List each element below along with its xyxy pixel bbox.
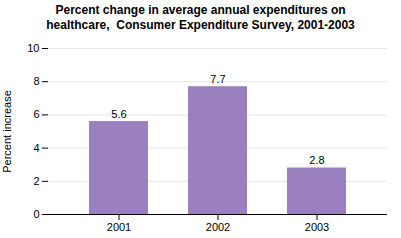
html-text:Percent change in average annu: Percent change in average annual expendi… xyxy=(46,3,355,32)
svg-text:8: 8 xyxy=(33,75,39,87)
svg-text:0: 0 xyxy=(33,208,39,220)
svg-text:6: 6 xyxy=(33,108,39,120)
svg-text:2003: 2003 xyxy=(305,221,329,233)
svg-text:4: 4 xyxy=(33,142,39,154)
svg-text:5.6: 5.6 xyxy=(111,108,126,120)
svg-text:2.8: 2.8 xyxy=(309,154,324,166)
svg-text:10: 10 xyxy=(27,42,39,54)
svg-text:Percent increase: Percent increase xyxy=(1,90,13,173)
svg-text:7.7: 7.7 xyxy=(210,73,225,85)
svg-text:2: 2 xyxy=(33,175,39,187)
svg-text:2002: 2002 xyxy=(206,221,230,233)
svg-text:2001: 2001 xyxy=(107,221,131,233)
